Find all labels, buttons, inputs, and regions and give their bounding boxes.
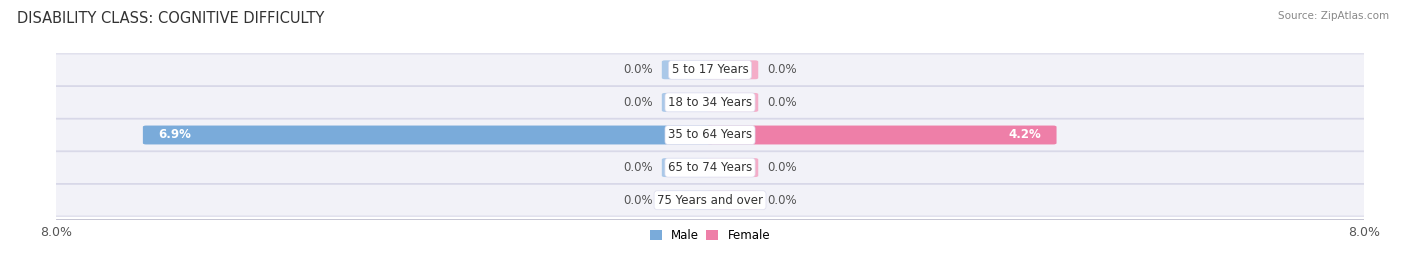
- Text: 0.0%: 0.0%: [623, 63, 652, 76]
- FancyBboxPatch shape: [49, 119, 1371, 151]
- Text: 5 to 17 Years: 5 to 17 Years: [672, 63, 748, 76]
- Text: 65 to 74 Years: 65 to 74 Years: [668, 161, 752, 174]
- FancyBboxPatch shape: [49, 54, 1371, 86]
- Text: 6.9%: 6.9%: [159, 129, 191, 141]
- FancyBboxPatch shape: [707, 93, 758, 112]
- Text: 18 to 34 Years: 18 to 34 Years: [668, 96, 752, 109]
- Text: DISABILITY CLASS: COGNITIVE DIFFICULTY: DISABILITY CLASS: COGNITIVE DIFFICULTY: [17, 11, 325, 26]
- Text: 0.0%: 0.0%: [623, 96, 652, 109]
- FancyBboxPatch shape: [662, 158, 713, 177]
- FancyBboxPatch shape: [49, 86, 1371, 118]
- Text: 0.0%: 0.0%: [768, 63, 797, 76]
- FancyBboxPatch shape: [143, 126, 713, 144]
- Text: 0.0%: 0.0%: [768, 96, 797, 109]
- FancyBboxPatch shape: [707, 191, 758, 210]
- Text: 4.2%: 4.2%: [1008, 129, 1040, 141]
- Text: 0.0%: 0.0%: [768, 194, 797, 207]
- Text: 0.0%: 0.0%: [623, 161, 652, 174]
- Text: 0.0%: 0.0%: [623, 194, 652, 207]
- Text: Source: ZipAtlas.com: Source: ZipAtlas.com: [1278, 11, 1389, 21]
- FancyBboxPatch shape: [707, 126, 1056, 144]
- FancyBboxPatch shape: [662, 93, 713, 112]
- FancyBboxPatch shape: [707, 158, 758, 177]
- Text: 75 Years and over: 75 Years and over: [657, 194, 763, 207]
- FancyBboxPatch shape: [49, 152, 1371, 184]
- FancyBboxPatch shape: [707, 60, 758, 79]
- FancyBboxPatch shape: [49, 184, 1371, 216]
- FancyBboxPatch shape: [662, 191, 713, 210]
- Legend: Male, Female: Male, Female: [645, 224, 775, 247]
- Text: 35 to 64 Years: 35 to 64 Years: [668, 129, 752, 141]
- FancyBboxPatch shape: [662, 60, 713, 79]
- Text: 0.0%: 0.0%: [768, 161, 797, 174]
